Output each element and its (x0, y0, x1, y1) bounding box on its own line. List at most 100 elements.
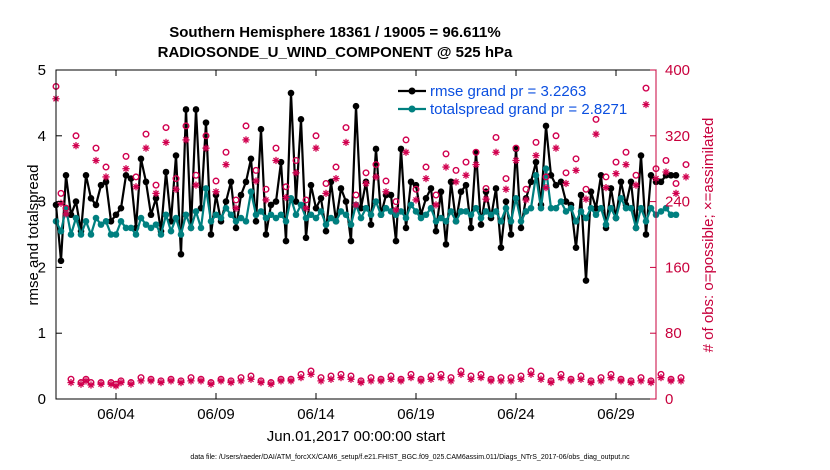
totalspread-point (202, 185, 210, 192)
totalspread-point (442, 218, 450, 225)
obs-possible-point (502, 175, 510, 183)
x-tick-label: 06/29 (597, 406, 635, 423)
totalspread-point (137, 214, 145, 222)
totalspread-point (162, 211, 170, 219)
totalspread-point (637, 204, 645, 212)
rmse-point (532, 158, 540, 166)
obs-assimilated-point (657, 374, 665, 382)
rmse-point (287, 89, 295, 97)
totalspread-point (497, 218, 505, 225)
rmse-point (272, 198, 280, 205)
obs-assimilated-point (67, 378, 75, 387)
totalspread-point (337, 208, 345, 215)
obs-possible-point (612, 158, 620, 166)
rmse-point (172, 152, 180, 159)
totalspread-point (222, 204, 230, 212)
obs-possible-point (72, 132, 80, 140)
obs-possible-point (182, 122, 190, 130)
rmse-point (122, 171, 130, 179)
obs-possible-point (272, 144, 280, 152)
obs-possible-point (672, 180, 680, 188)
rmse-point (442, 241, 450, 248)
obs-possible-point (462, 158, 470, 166)
totalspread-point (132, 231, 140, 238)
rmse-point (207, 231, 215, 238)
obs-assimilated-point (627, 378, 635, 387)
obs-assimilated-point (572, 166, 580, 174)
totalspread-point (477, 214, 485, 222)
y-right-tick-label: 320 (665, 128, 690, 145)
totalspread-point (642, 218, 650, 225)
obs-assimilated-point (287, 377, 295, 385)
obs-possible-point (512, 144, 520, 152)
obs-assimilated-point (237, 377, 245, 385)
totalspread-point (347, 221, 355, 228)
obs-assimilated-point (567, 377, 575, 385)
totalspread-point (292, 211, 300, 219)
obs-assimilated-point (422, 174, 430, 183)
obs-assimilated-point (612, 170, 620, 178)
obs-assimilated-point (597, 377, 605, 385)
obs-possible-point (262, 185, 270, 193)
obs-assimilated-point (502, 185, 510, 193)
obs-assimilated-point (412, 196, 420, 204)
obs-assimilated-point (132, 183, 140, 191)
obs-assimilated-point (72, 142, 80, 150)
totalspread-point (582, 214, 590, 222)
totalspread-point (267, 211, 275, 219)
rmse-point (62, 171, 70, 179)
totalspread-point (157, 231, 165, 238)
rmse-point (507, 231, 515, 238)
y-left-tick-label: 1 (38, 325, 46, 342)
legend: rmse grand pr = 3.2263 totalspread grand… (398, 83, 627, 118)
rmse-point (392, 237, 400, 245)
totalspread-point (297, 201, 305, 209)
rmse-point (267, 201, 275, 209)
obs-assimilated-point (282, 193, 290, 202)
rmse-point (502, 198, 510, 205)
totalspread-point (392, 211, 400, 219)
obs-assimilated-point (397, 377, 405, 385)
obs-assimilated-point (387, 375, 395, 383)
totalspread-point (412, 208, 420, 215)
obs-assimilated-point (362, 179, 370, 188)
totalspread-point (607, 204, 615, 212)
totalspread-point (577, 208, 585, 215)
obs-possible-point (162, 124, 170, 132)
obs-assimilated-point (677, 377, 685, 385)
obs-assimilated-point (467, 375, 475, 383)
totalspread-point (422, 211, 430, 219)
totalspread-point (432, 218, 440, 225)
rmse-point (317, 195, 325, 202)
obs-assimilated-point (247, 375, 255, 383)
obs-assimilated-point (632, 181, 640, 189)
obs-possible-point (342, 124, 350, 132)
obs-assimilated-point (507, 377, 515, 385)
rmse-point (67, 211, 75, 219)
obs-assimilated-point (232, 204, 240, 212)
rmse-point (182, 106, 190, 113)
rmse-point (372, 145, 380, 153)
obs-assimilated-point (527, 370, 535, 378)
obs-possible-point (562, 169, 570, 177)
obs-assimilated-point (302, 204, 310, 212)
obs-possible-point (642, 84, 650, 92)
obs-possible-point (192, 171, 200, 179)
rmse-point (297, 116, 305, 123)
y-axis-right-label: # of obs: o=possible; ×=assimilated (700, 118, 717, 353)
rmse-point (282, 237, 290, 245)
obs-assimilated-point (487, 377, 495, 385)
rmse-point (607, 185, 615, 192)
obs-assimilated-point (307, 370, 315, 378)
obs-assimilated-point (372, 173, 380, 181)
rmse-point (667, 171, 675, 179)
totalspread-point (552, 204, 560, 212)
rmse-point (422, 195, 430, 202)
totalspread-point (247, 188, 255, 196)
obs-possible-point (632, 171, 640, 179)
rmse-point (577, 191, 585, 199)
totalspread-point (502, 204, 510, 212)
totalspread-point (377, 211, 385, 219)
totalspread-point (452, 218, 460, 225)
